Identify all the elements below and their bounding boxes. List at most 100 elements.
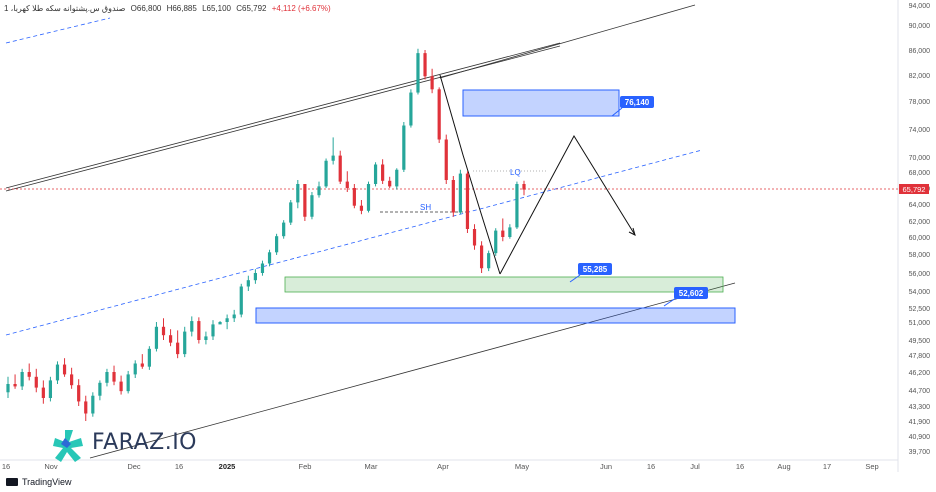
candle-body[interactable] [119,381,123,392]
candle-body[interactable] [126,374,130,392]
candle-body[interactable] [465,173,470,229]
ohlc-open: O66,800 [130,4,162,13]
candle-body[interactable] [154,326,159,349]
candle-body[interactable] [168,335,173,343]
candle-body[interactable] [48,380,53,398]
candle-body[interactable] [282,222,286,237]
zone-label-55285[interactable]: 55,285 [569,263,612,283]
candle-body[interactable] [70,374,74,386]
candle-body[interactable] [161,326,166,336]
zone-label-52602[interactable]: 52,602 [663,287,708,307]
channel-lower[interactable] [89,282,736,459]
candle-body[interactable] [324,160,328,187]
candle-body[interactable] [522,184,526,190]
candle-body[interactable] [91,395,95,414]
candle-body[interactable] [27,372,31,377]
candle-body[interactable] [388,180,392,187]
candle-body[interactable] [303,184,307,217]
channel-top-line[interactable] [439,4,696,79]
candle-body[interactable] [359,205,364,211]
candle-body[interactable] [423,53,427,77]
candle-body[interactable] [204,336,208,340]
candle-body[interactable] [260,263,265,274]
candle-body[interactable] [289,202,293,223]
candle-body[interactable] [345,181,349,188]
candle-body[interactable] [211,324,215,337]
price-tick-label: 68,000 [909,170,931,177]
tradingview-footer[interactable]: TradingView [6,477,72,487]
candle-body[interactable] [197,321,201,340]
candle-body[interactable] [105,372,109,383]
ohlc-high: H66,885 [166,4,197,13]
candle-body[interactable] [296,184,300,203]
candle-body[interactable] [62,364,67,375]
candle-body[interactable] [147,348,151,367]
candle-body[interactable] [225,318,229,322]
candle-body[interactable] [501,230,505,237]
time-axis[interactable]: 16 Nov Dec 16 2025 Feb Mar Apr May Jun 16 Jul 16 Aug 1… [2,462,879,471]
candle-body[interactable] [246,280,250,287]
candle-body[interactable] [515,184,519,228]
down-move-path[interactable] [439,74,501,275]
candle-body[interactable] [77,385,81,402]
channel-upper[interactable] [5,42,561,192]
zone-label-76140[interactable]: 76,140 [611,96,654,117]
projection-path[interactable] [499,134,636,275]
candle-body[interactable] [444,139,448,181]
candle-body[interactable] [98,382,102,396]
candle-body[interactable] [6,384,10,393]
candle-body[interactable] [34,376,38,388]
candle-body[interactable] [395,169,399,187]
candle-body[interactable] [494,230,498,254]
channel-top-dashed[interactable] [5,17,111,44]
candle-body[interactable] [402,125,406,170]
candle-body[interactable] [112,372,116,382]
candle-body[interactable] [310,195,314,217]
price-axis[interactable]: 94,000 90,000 86,000 82,000 78,000 74,000 70,0… [909,3,931,456]
price-tick-label: 62,000 [909,219,931,226]
price-tick-label: 86,000 [909,48,931,55]
candle-body[interactable] [232,314,236,319]
candle-body[interactable] [20,372,24,387]
candles[interactable] [6,48,526,421]
candle-body[interactable] [253,273,257,281]
candle-body[interactable] [451,180,455,213]
candle-body[interactable] [479,245,484,269]
candle-body[interactable] [352,188,356,206]
candle-body[interactable] [381,164,385,181]
demand-zone-blue[interactable] [255,307,736,324]
demand-zone-green[interactable] [284,276,724,293]
projection-arrow [628,227,636,236]
candle-body[interactable] [267,252,272,264]
candle-body[interactable] [430,76,434,90]
watermark-text: FARAZ.IO [92,430,197,455]
candle-body[interactable] [472,229,477,246]
supply-zone[interactable] [462,89,620,117]
candle-body[interactable] [331,155,335,161]
candle-body[interactable] [437,89,441,140]
symbol-title[interactable]: 1 ،صندوق س.پشتوانه سکه طلا کهربا [4,4,126,13]
channel-mid-dashed[interactable] [5,149,703,336]
candle-body[interactable] [508,227,512,237]
candle-body[interactable] [487,253,491,269]
candle-body[interactable] [373,164,378,185]
candle-body[interactable] [13,384,17,387]
candle-body[interactable] [140,363,144,367]
candle-body[interactable] [218,322,222,325]
candle-body[interactable] [239,286,243,315]
candle-body[interactable] [416,53,420,93]
candle-body[interactable] [458,173,462,213]
candle-body[interactable] [338,155,342,182]
candle-body[interactable] [190,321,194,332]
candle-body[interactable] [366,184,371,211]
candle-body[interactable] [55,364,60,381]
candle-body[interactable] [275,236,279,253]
candle-body[interactable] [41,387,45,398]
candle-body[interactable] [133,363,137,375]
candle-body[interactable] [183,331,187,355]
candle-body[interactable] [409,92,413,126]
candle-body[interactable] [176,342,180,355]
candle-body[interactable] [84,401,88,414]
candle-body[interactable] [317,186,321,196]
